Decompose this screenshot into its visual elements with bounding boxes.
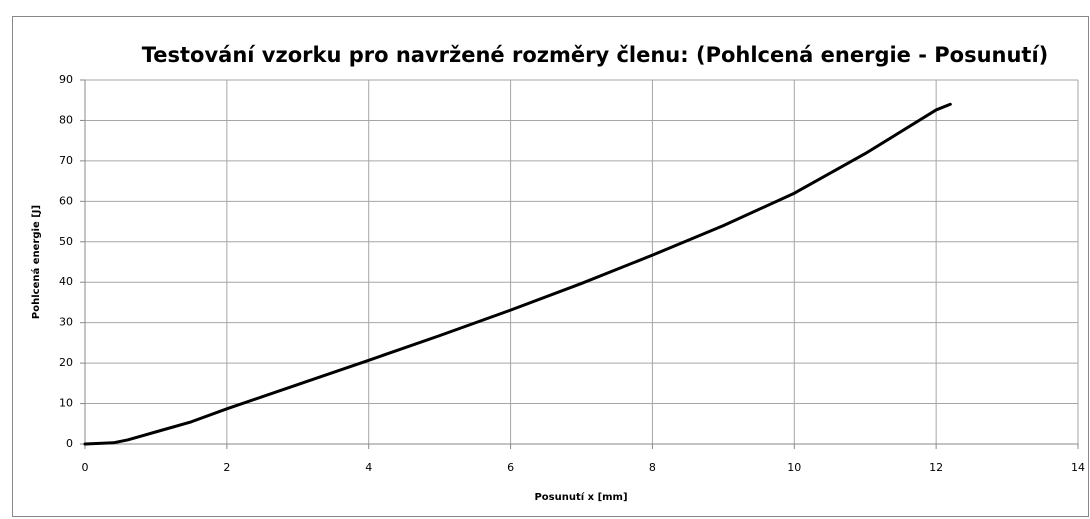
- y-tick-label: 80: [59, 113, 73, 126]
- x-tick-label: 14: [1071, 461, 1085, 474]
- chart-title: Testování vzorku pro navržené rozměry čl…: [142, 43, 1049, 67]
- y-tick-label: 50: [59, 235, 73, 248]
- data-line: [83, 102, 952, 446]
- chart-frame: [12, 16, 1089, 517]
- y-axis-label: Pohlcená energie [J]: [30, 205, 42, 319]
- x-tick-label: 6: [507, 461, 514, 474]
- y-tick-label: 20: [59, 356, 73, 369]
- y-tick-label: 10: [59, 397, 73, 410]
- x-tick-label: 2: [223, 461, 230, 474]
- y-tick-label: 0: [66, 437, 73, 450]
- y-tick-label: 40: [59, 275, 73, 288]
- x-tick-label: 12: [929, 461, 943, 474]
- y-tick-label: 60: [59, 194, 73, 207]
- x-tick-label: 0: [82, 461, 89, 474]
- x-axis-label: Posunutí x [mm]: [534, 491, 627, 503]
- y-tick-label: 90: [59, 73, 73, 86]
- x-tick-label: 4: [365, 461, 372, 474]
- y-tick-label: 70: [59, 154, 73, 167]
- y-tick-label: 30: [59, 316, 73, 329]
- x-tick-label: 8: [649, 461, 656, 474]
- x-tick-label: 10: [787, 461, 801, 474]
